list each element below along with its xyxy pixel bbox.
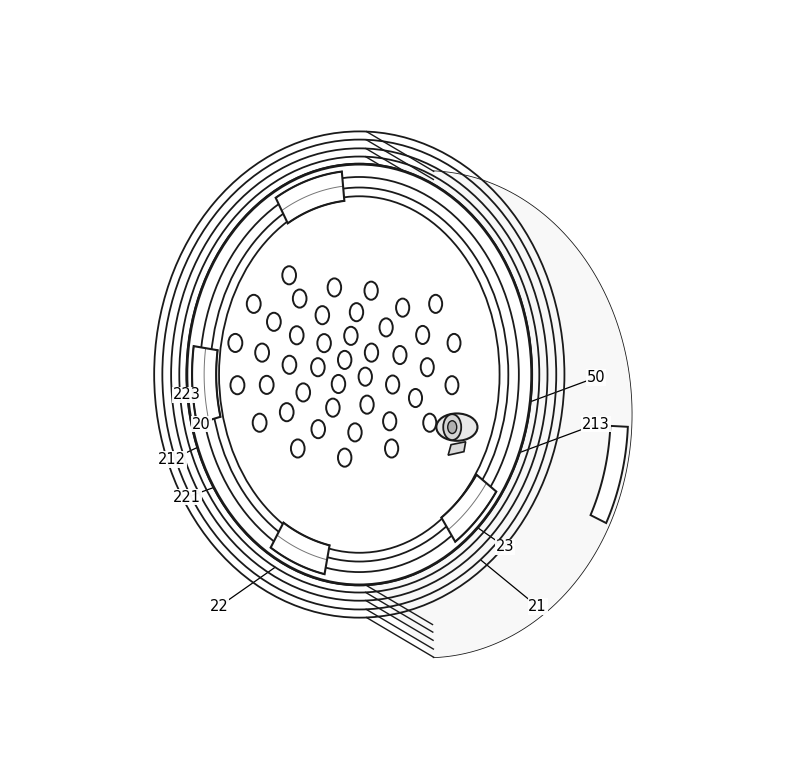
Ellipse shape [365, 282, 377, 300]
Text: 212: 212 [158, 452, 186, 467]
Ellipse shape [318, 334, 331, 352]
Text: 21: 21 [528, 599, 547, 614]
Ellipse shape [423, 414, 437, 432]
Ellipse shape [290, 326, 303, 345]
Ellipse shape [421, 358, 434, 376]
Ellipse shape [429, 294, 442, 313]
Ellipse shape [445, 376, 458, 394]
Polygon shape [275, 172, 345, 223]
Ellipse shape [315, 306, 329, 324]
Text: 213: 213 [582, 417, 610, 432]
Text: 221: 221 [173, 490, 201, 505]
Ellipse shape [443, 414, 461, 440]
Ellipse shape [282, 266, 296, 285]
Ellipse shape [338, 449, 351, 467]
Ellipse shape [448, 334, 460, 352]
Polygon shape [271, 523, 330, 574]
Text: 22: 22 [210, 599, 228, 614]
Ellipse shape [396, 298, 409, 317]
Ellipse shape [344, 327, 358, 345]
Ellipse shape [296, 383, 310, 402]
Polygon shape [441, 474, 496, 542]
Ellipse shape [231, 376, 244, 394]
Ellipse shape [253, 414, 267, 432]
Ellipse shape [358, 367, 372, 386]
Ellipse shape [311, 420, 325, 438]
Ellipse shape [416, 326, 429, 344]
Polygon shape [192, 346, 220, 424]
Ellipse shape [255, 344, 269, 362]
Ellipse shape [326, 398, 340, 417]
Ellipse shape [293, 289, 306, 307]
Ellipse shape [385, 439, 398, 458]
Ellipse shape [247, 294, 261, 313]
Ellipse shape [383, 412, 397, 430]
Ellipse shape [267, 313, 281, 331]
Ellipse shape [338, 351, 351, 369]
Text: 50: 50 [587, 370, 606, 385]
Text: 223: 223 [173, 388, 201, 402]
Ellipse shape [280, 403, 294, 421]
Polygon shape [448, 442, 466, 455]
Ellipse shape [348, 424, 361, 442]
Text: 23: 23 [496, 540, 515, 554]
Ellipse shape [328, 279, 341, 297]
Ellipse shape [291, 439, 305, 458]
Ellipse shape [350, 303, 363, 321]
Ellipse shape [332, 375, 346, 393]
Ellipse shape [282, 356, 296, 374]
Ellipse shape [386, 376, 399, 394]
Ellipse shape [393, 346, 406, 364]
Ellipse shape [228, 334, 243, 352]
Ellipse shape [409, 389, 422, 407]
Polygon shape [591, 426, 628, 523]
Ellipse shape [365, 344, 378, 362]
Text: 20: 20 [192, 417, 211, 432]
Ellipse shape [448, 420, 456, 433]
Ellipse shape [311, 358, 325, 376]
Ellipse shape [260, 376, 274, 394]
Ellipse shape [437, 414, 477, 441]
Ellipse shape [187, 164, 531, 585]
Ellipse shape [380, 318, 393, 336]
Polygon shape [365, 164, 632, 657]
Ellipse shape [361, 395, 373, 414]
